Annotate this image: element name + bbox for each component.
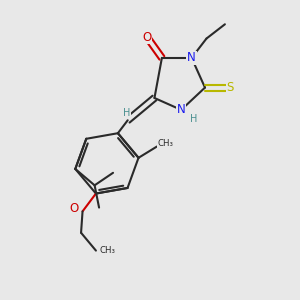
Text: CH₃: CH₃ [158,139,174,148]
Text: H: H [122,108,130,118]
Text: S: S [226,81,234,94]
Text: N: N [177,103,186,116]
Text: O: O [70,202,79,215]
Text: H: H [190,114,197,124]
Text: N: N [177,103,186,116]
Text: N: N [187,51,196,64]
Text: CH₃: CH₃ [99,246,115,255]
Text: O: O [142,31,152,44]
